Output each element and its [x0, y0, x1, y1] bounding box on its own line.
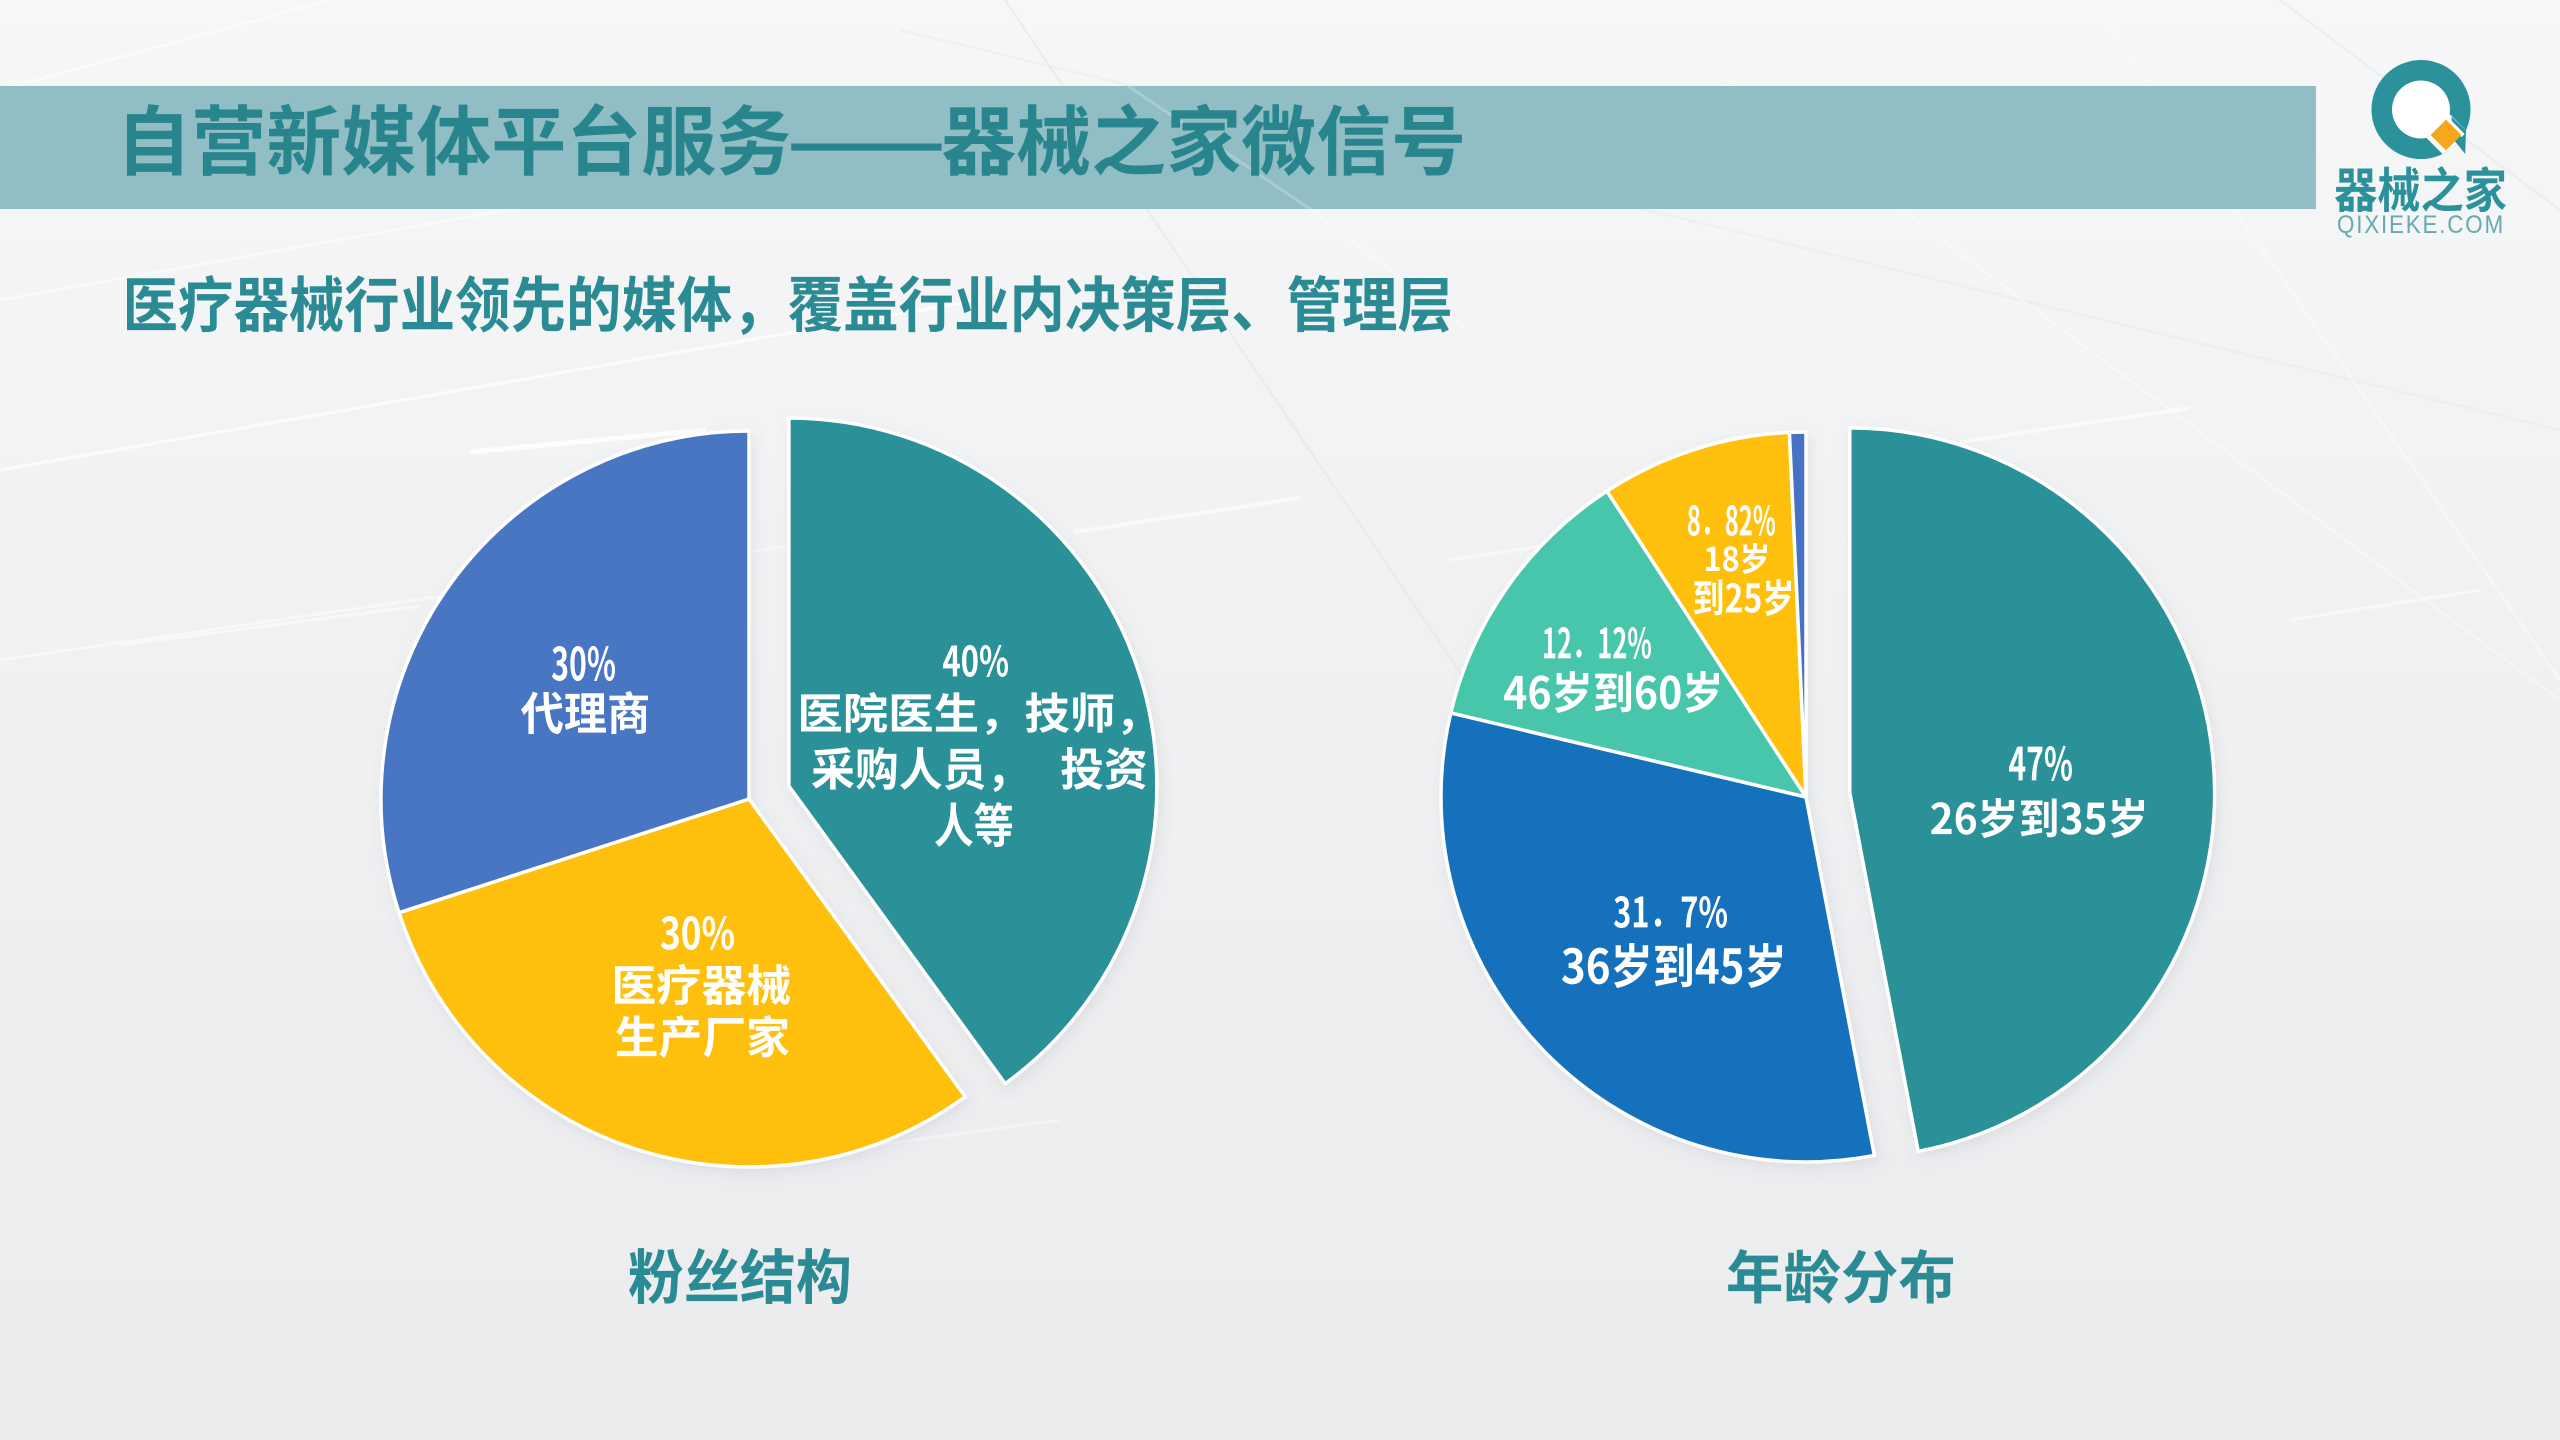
svg-text:QIXIEKE.COM: QIXIEKE.COM: [2337, 211, 2505, 239]
